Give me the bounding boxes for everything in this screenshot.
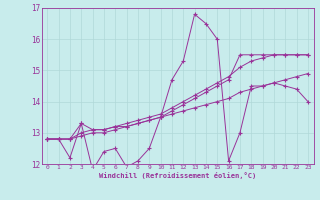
X-axis label: Windchill (Refroidissement éolien,°C): Windchill (Refroidissement éolien,°C) [99, 172, 256, 179]
